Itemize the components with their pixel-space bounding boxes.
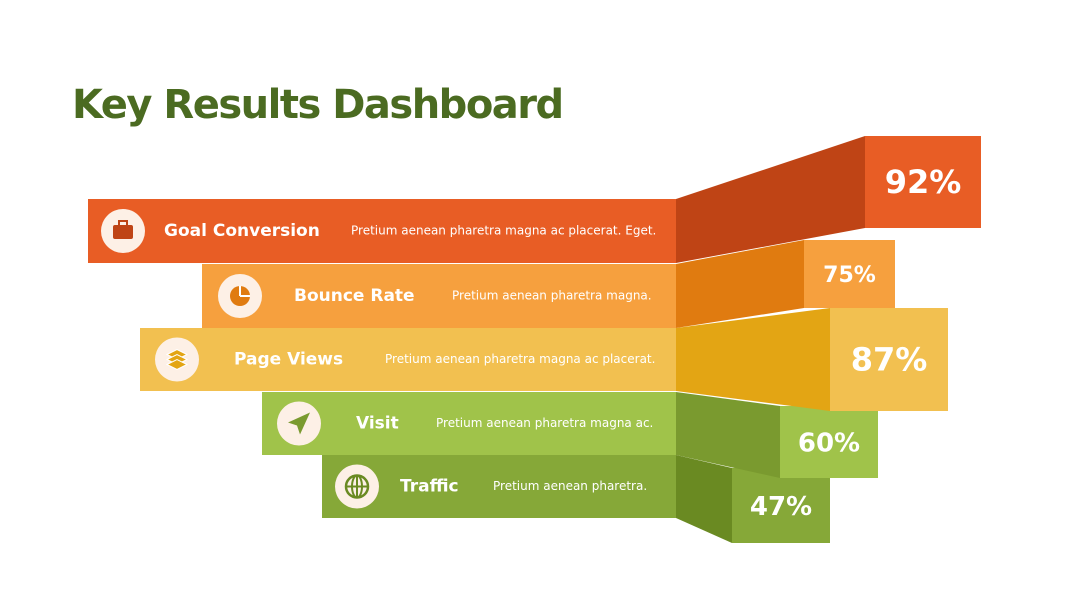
item-description: Pretium aenean pharetra magna ac placera… (385, 352, 655, 366)
row-strip (202, 264, 676, 328)
row-face (676, 240, 804, 328)
item-value: 60% (798, 429, 860, 459)
item-description: Pretium aenean pharetra. (493, 479, 647, 493)
row-face (676, 455, 732, 543)
item-value: 92% (885, 163, 962, 201)
icon-shape (288, 412, 310, 435)
value-box (780, 406, 878, 478)
row: Traffic Pretium aenean pharetra. 47% (322, 455, 830, 543)
item-value: 75% (823, 263, 876, 288)
item-label: Visit (356, 414, 399, 434)
icon-shape (165, 358, 189, 371)
item-description: Pretium aenean pharetra magna ac placera… (351, 224, 656, 238)
rows: Traffic Pretium aenean pharetra. 47% Visit P… (88, 136, 981, 543)
title: Key Results Dashboard (72, 82, 563, 128)
value-box (804, 240, 895, 308)
row-strip (140, 328, 676, 391)
item-label: Page Views (234, 350, 343, 370)
row-face (676, 392, 780, 478)
row-strip (262, 392, 676, 455)
item-value: 87% (851, 341, 928, 379)
row: Visit Pretium aenean pharetra magna ac. 60… (262, 392, 878, 478)
item-label: Goal Conversion (164, 221, 320, 241)
item-value: 47% (750, 492, 812, 522)
row: Page Views Pretium aenean pharetra magna … (140, 308, 948, 411)
icon-shape (351, 474, 363, 499)
item-label: Bounce Rate (294, 286, 415, 306)
item-label: Traffic (400, 477, 459, 497)
value-box (830, 308, 948, 411)
row-face (676, 308, 830, 411)
row-face (676, 136, 865, 263)
value-box (732, 468, 830, 543)
icon-shape (118, 220, 128, 227)
icon-shape (113, 225, 133, 239)
item-description: Pretium aenean pharetra magna ac. (436, 416, 653, 430)
row: Bounce Rate Pretium aenean pharetra magna… (202, 240, 895, 328)
row-strip (88, 199, 676, 263)
row-strip (322, 455, 676, 518)
row: Goal Conversion Pretium aenean pharetra m… (88, 136, 981, 263)
item-description: Pretium aenean pharetra magna. (452, 289, 652, 303)
icon-shape (239, 286, 250, 297)
value-box (865, 136, 981, 228)
icon-shape (346, 475, 368, 498)
